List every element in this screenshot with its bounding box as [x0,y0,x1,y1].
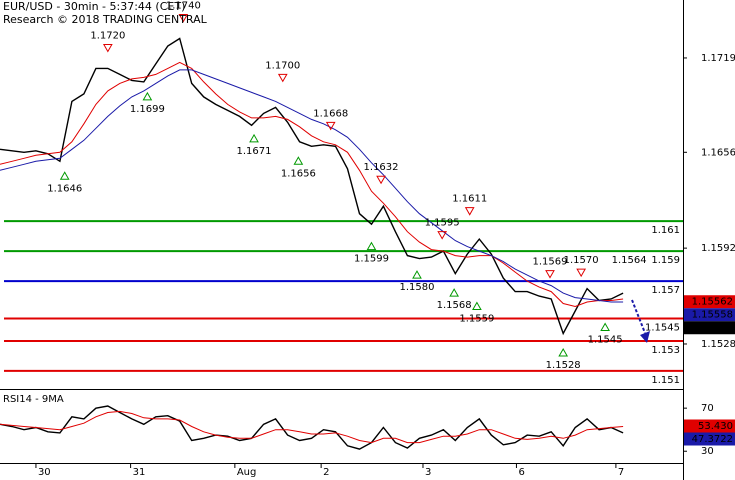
x-tick-label: 2 [323,467,329,478]
forecast-arrowhead [640,331,650,343]
low-label: 1.1559 [459,314,494,325]
last-value-label: 1.15558 [692,310,733,321]
x-tick-label: 6 [518,467,524,478]
chart-title: EUR/USD - 30min - 5:37:44 (CET) [3,0,185,13]
level-label: 1.159 [651,255,680,266]
low-label: 1.1568 [437,300,472,311]
forecast-arrow [631,299,646,334]
high-marker [376,175,386,185]
low-marker [412,270,422,279]
x-tick-label: 3 [425,467,431,478]
low-marker [249,133,259,143]
series-line [0,37,624,336]
rsi-panel: 70 30 30 31 Aug 2 3 6 7 53.430 47.3722 [0,403,735,478]
series-line [0,410,624,444]
last-value-label: 1.15552 [692,323,733,334]
high-label: 1.1632 [364,162,399,173]
high-label: 1.1700 [265,60,300,71]
low-label: 1.1545 [588,335,623,346]
plot-area: 1.1720 1.1740 1.1700 1.1668 1.1632 1.1595 1.16… [0,1,683,372]
x-tick-label: 7 [618,467,624,478]
low-marker [142,91,153,101]
y-tick-label: 30 [701,446,714,457]
level-label: 1.153 [651,345,680,356]
low-marker [449,288,459,297]
last-value-label: 47.3722 [692,434,733,445]
high-marker [277,73,288,83]
rsi-title: RSI14 - 9MA [3,394,64,405]
high-marker [464,207,475,216]
level-label: 1.1545 [645,323,680,334]
y-tick-label: 1.1528 [701,339,735,350]
last-value-tag [684,308,735,322]
high-label: 1.1570 [564,255,599,266]
last-value-tag [684,295,735,309]
chart-subtitle: Research © 2018 TRADING CENTRAL [3,13,208,26]
high-label: 1.1611 [452,194,487,205]
level-label: 1.157 [651,285,680,296]
low-marker [600,322,610,332]
x-tick-label: Aug [237,467,257,478]
y-tick-label: 1.1656 [701,147,735,158]
high-marker [178,14,189,23]
price-label: 1.1564 [612,255,647,266]
series-line [0,69,624,303]
last-value-label: 53.430 [698,421,733,432]
high-marker [545,270,555,279]
series-line [0,61,624,308]
low-label: 1.1599 [354,254,389,265]
low-label: 1.1580 [399,282,434,293]
last-value-tag [684,419,735,433]
high-marker [576,268,587,278]
low-marker [59,171,70,180]
low-marker [293,156,304,165]
high-marker [102,43,113,53]
high-label: 1.1595 [425,218,460,229]
x-tick-label: 31 [133,467,146,478]
last-value-label: 1.15562 [692,297,733,308]
level-label: 1.151 [651,375,680,386]
high-marker [325,121,336,131]
low-label: 1.1699 [130,104,165,115]
low-marker [366,241,377,251]
low-marker [558,347,569,357]
low-label: 1.1528 [546,360,581,371]
y-tick-label: 70 [701,403,714,414]
last-value-tag [684,432,735,446]
series-line [0,405,624,450]
high-label: 1.1569 [532,257,567,268]
price-panel: 1.1720 1.1740 1.1700 1.1668 1.1632 1.1595 1.16… [0,1,735,386]
low-label: 1.1671 [237,146,272,157]
x-tick-label: 30 [38,467,51,478]
high-marker [437,231,448,240]
high-label: 1.1740 [166,1,201,12]
last-value-tag [684,321,735,335]
plot-area [0,405,624,450]
high-label: 1.1668 [313,108,348,119]
low-label: 1.1646 [47,183,82,194]
level-label: 1.161 [651,225,680,236]
low-label: 1.1656 [281,168,316,179]
high-label: 1.1720 [90,30,125,41]
low-marker [472,301,482,311]
y-tick-label: 1.1719 [701,53,735,64]
y-tick-label: 1.1592 [701,243,735,254]
